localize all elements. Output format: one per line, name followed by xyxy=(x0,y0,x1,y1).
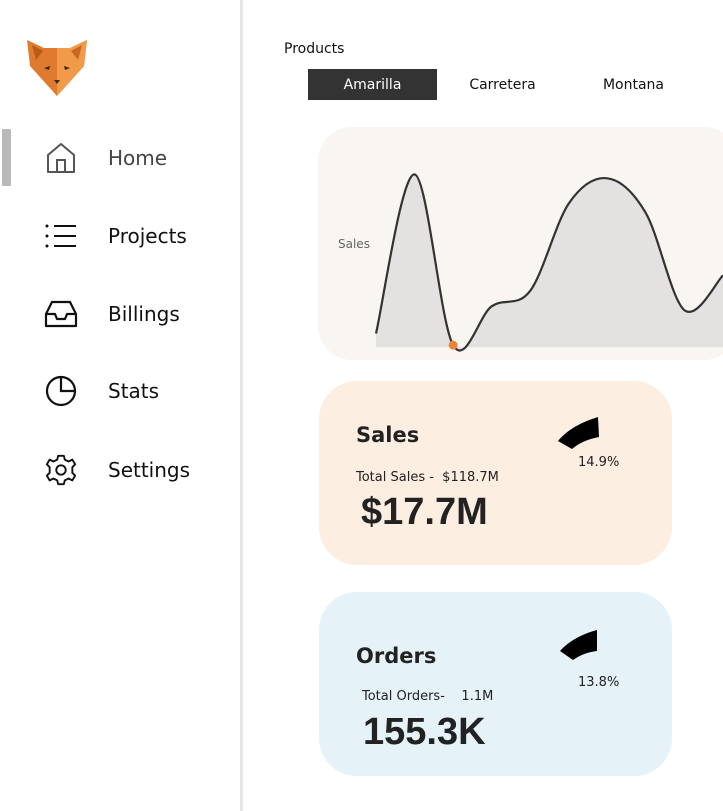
sales-kpi-title: Sales xyxy=(356,423,420,447)
tab-montana[interactable]: Montana xyxy=(602,76,665,93)
sidebar-item-label: Billings xyxy=(108,302,180,326)
sales-gauge-icon xyxy=(558,417,599,449)
products-title: Products xyxy=(284,41,345,57)
sidebar-item-label: Settings xyxy=(108,458,191,482)
sales-kpi-card[interactable]: Sales 14.9% Total Sales - $118.7M $17.7M xyxy=(319,381,672,565)
tab-amarilla[interactable]: Amarilla xyxy=(308,69,437,100)
sidebar-item-projects[interactable]: Projects xyxy=(0,208,240,264)
sales-area-fill xyxy=(376,174,723,351)
orders-total-label: Total Orders- 1.1M xyxy=(362,689,494,704)
sales-percent: 14.9% xyxy=(578,455,620,470)
list-icon xyxy=(44,219,78,253)
sidebar-item-settings[interactable]: Settings xyxy=(0,442,240,498)
sales-area-chart: Sales xyxy=(338,173,723,352)
sidebar-item-label: Projects xyxy=(108,224,187,248)
orders-gauge-icon xyxy=(560,630,597,660)
orders-kpi-title: Orders xyxy=(356,644,437,668)
sidebar-item-stats[interactable]: Stats xyxy=(0,363,240,419)
gear-icon xyxy=(44,453,78,487)
orders-value: 155.3K xyxy=(363,711,486,753)
sales-series-line xyxy=(374,173,723,352)
orders-percent: 13.8% xyxy=(578,675,620,690)
tab-carretera[interactable]: Carretera xyxy=(469,76,536,93)
inbox-icon xyxy=(44,297,78,331)
sidebar-item-label: Home xyxy=(108,146,168,170)
orders-kpi-card[interactable]: Orders 13.8% Total Orders- 1.1M 155.3K xyxy=(319,592,672,776)
active-nav-indicator xyxy=(2,129,11,186)
sales-total-label: Total Sales - $118.7M xyxy=(356,470,499,485)
sidebar: Home Projects Billings Stats Settings xyxy=(0,0,243,811)
home-icon xyxy=(44,141,78,175)
sidebar-item-label: Stats xyxy=(108,379,160,403)
y-axis-label: Sales xyxy=(338,237,370,251)
sidebar-item-home[interactable]: Home xyxy=(0,130,240,186)
sidebar-item-billings[interactable]: Billings xyxy=(0,286,240,342)
sales-chart-card: Sales xyxy=(318,127,723,360)
fox-logo-icon xyxy=(27,40,87,96)
product-tabs: Amarilla Carretera Montana xyxy=(308,69,699,100)
main-content: Products Amarilla Carretera Montana Sale… xyxy=(246,0,723,811)
sales-value: $17.7M xyxy=(361,491,488,533)
pie-chart-icon xyxy=(44,374,78,408)
sales-highlight-point[interactable] xyxy=(448,340,458,350)
